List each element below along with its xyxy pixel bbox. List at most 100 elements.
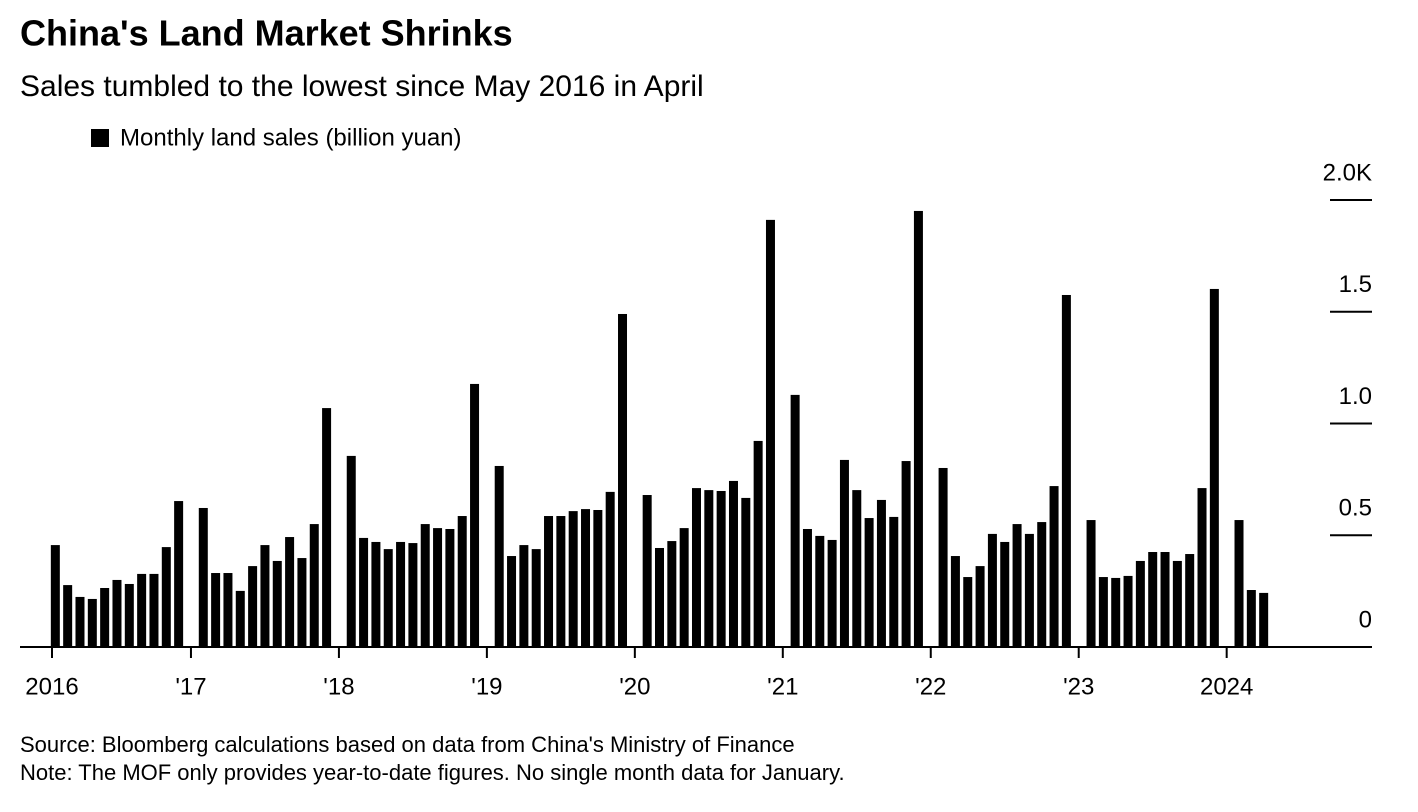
bar: [790, 394, 800, 647]
bar: [137, 573, 147, 647]
note: Note: The MOF only provides year-to-date…: [20, 760, 845, 785]
bar: [827, 539, 837, 647]
source: Source: Bloomberg calculations based on …: [20, 732, 795, 757]
bar: [112, 579, 122, 647]
bar: [100, 587, 110, 647]
bar: [1172, 560, 1182, 647]
bar: [1234, 520, 1244, 647]
bar: [1037, 522, 1047, 647]
y-tick-label: 2.0K: [1323, 159, 1372, 186]
bar: [655, 547, 664, 647]
bar: [124, 583, 134, 647]
x-tick-label: 2016: [25, 673, 78, 700]
bar: [852, 490, 862, 647]
y-tick-label: 1.0: [1339, 383, 1372, 410]
bar: [765, 219, 775, 648]
bar: [531, 549, 541, 647]
bar: [383, 549, 393, 647]
x-tick-label: '20: [619, 673, 650, 700]
bar: [470, 383, 480, 647]
bar: [519, 545, 529, 647]
bar: [223, 573, 233, 647]
bar: [975, 566, 985, 647]
bar: [728, 480, 738, 647]
bar: [913, 210, 923, 647]
bar: [679, 528, 689, 647]
bar: [507, 556, 517, 647]
bar: [593, 509, 603, 647]
bar: [285, 537, 295, 647]
chart-subtitle: Sales tumbled to the lowest since May 20…: [20, 70, 704, 103]
bar: [457, 516, 467, 647]
x-tick-label: '18: [323, 673, 354, 700]
legend-swatch: [91, 129, 109, 147]
bar: [1148, 552, 1158, 647]
bar: [248, 566, 258, 647]
bar: [1197, 488, 1207, 647]
bar: [420, 524, 430, 647]
chart-title: China's Land Market Shrinks: [20, 13, 513, 54]
x-tick-label: '23: [1063, 673, 1094, 700]
bar: [1086, 520, 1096, 647]
bar: [87, 598, 97, 647]
bar: [161, 547, 171, 647]
bar: [556, 516, 566, 647]
bar: [950, 556, 960, 647]
bar: [581, 509, 591, 647]
x-tick-label: '22: [915, 673, 946, 700]
bar: [889, 516, 899, 647]
bar: [297, 558, 307, 647]
bar: [408, 543, 418, 647]
x-tick-label: '17: [175, 673, 206, 700]
bar: [1135, 560, 1145, 647]
y-tick-label: 0.5: [1339, 495, 1372, 522]
bar: [272, 560, 282, 647]
y-tick-label: 0: [1359, 606, 1372, 633]
bar: [359, 537, 369, 647]
bar: [568, 511, 578, 647]
bar: [174, 501, 184, 647]
bar: [433, 528, 443, 647]
bar: [1160, 552, 1170, 647]
bar: [987, 533, 997, 647]
bar: [149, 573, 159, 647]
bar: [544, 516, 554, 647]
bar: [63, 585, 73, 647]
bar: [75, 596, 85, 647]
bar: [605, 491, 615, 647]
bar: [309, 524, 319, 647]
bar: [322, 408, 332, 647]
bar: [1123, 575, 1133, 647]
bar: [346, 455, 356, 647]
bar: [963, 577, 973, 647]
x-tick-label: 2024: [1200, 673, 1253, 700]
y-tick-label: 1.5: [1339, 271, 1372, 298]
bar: [50, 545, 60, 647]
bar: [1259, 592, 1269, 647]
bar: [642, 495, 652, 647]
x-tick-label: '21: [767, 673, 798, 700]
bar: [1049, 486, 1059, 647]
bar: [371, 541, 381, 647]
bar: [839, 459, 849, 647]
bar: [198, 507, 208, 647]
bar: [494, 465, 504, 647]
bar: [1111, 577, 1121, 647]
bar: [667, 541, 677, 647]
bar: [1000, 541, 1010, 647]
x-tick-label: '19: [471, 673, 502, 700]
bar: [260, 545, 270, 647]
bar: [802, 528, 812, 647]
legend-label: Monthly land sales (billion yuan): [120, 124, 462, 151]
bar: [815, 535, 825, 647]
bar: [1185, 554, 1195, 647]
bar: [704, 490, 714, 647]
bar: [716, 490, 726, 647]
bar: [901, 461, 911, 647]
bar: [1246, 590, 1256, 647]
bar: [864, 518, 874, 647]
bar: [691, 488, 701, 647]
bar: [211, 573, 221, 647]
bar: [396, 541, 406, 647]
